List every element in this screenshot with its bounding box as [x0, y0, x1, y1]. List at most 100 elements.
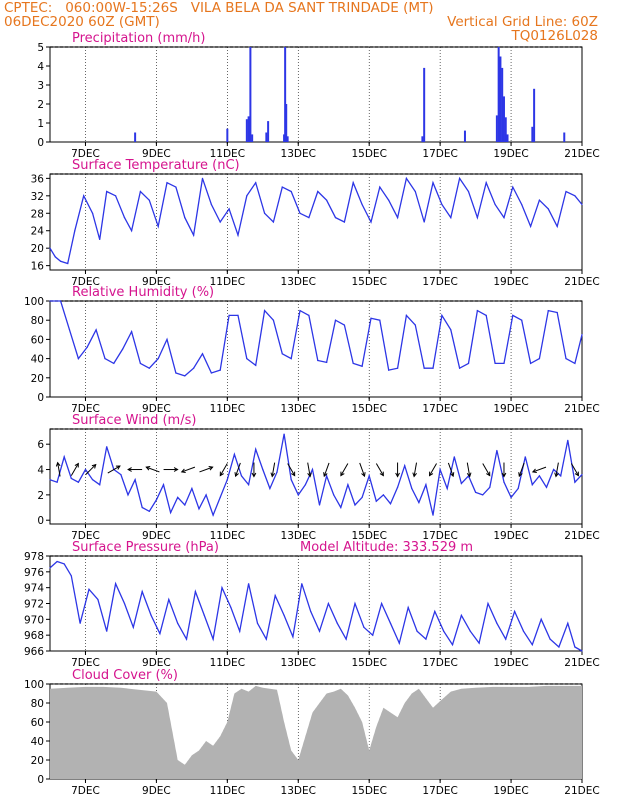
precip-bar [283, 134, 286, 142]
wind-point [162, 484, 165, 486]
press-point [345, 638, 347, 640]
press-point [540, 618, 542, 620]
press-point [194, 591, 197, 593]
wind-point [538, 475, 541, 477]
wind-point [198, 508, 200, 510]
rh-point [175, 372, 177, 374]
wind-vector [375, 463, 384, 477]
rh-point [219, 369, 221, 371]
wind-vector [518, 462, 525, 478]
wind-vector-head [449, 472, 455, 478]
rh-point [326, 361, 328, 364]
rh-point [290, 358, 292, 360]
press-point [230, 606, 232, 609]
rh-point [547, 310, 549, 312]
temp-point [184, 217, 186, 219]
xtick-label: 19DEC [493, 276, 528, 288]
wind-point [297, 494, 299, 496]
wind-vector-shaft [429, 463, 437, 476]
xtick-label: 15DEC [351, 530, 386, 542]
rh-point [130, 331, 133, 333]
wind-vector [466, 462, 472, 478]
ytick-label: 28 [31, 208, 44, 220]
wind-point [169, 511, 172, 514]
press-point [567, 622, 569, 624]
ytick-label: 60 [31, 717, 44, 729]
header-model-code: TQ0126L028 [511, 28, 598, 44]
press-point [185, 638, 188, 640]
wind-vector [107, 465, 121, 474]
temp-point [343, 221, 345, 223]
wind-point [453, 456, 455, 458]
press-point [310, 610, 312, 613]
temp-point [379, 186, 381, 188]
ytick-label: 40 [31, 736, 44, 748]
xtick-label: 19DEC [493, 148, 528, 160]
temp-point [272, 221, 275, 223]
press-point [177, 622, 179, 624]
ytick-label: 3 [37, 80, 44, 92]
temp-point [148, 199, 150, 201]
xtick-label: 13DEC [281, 276, 316, 288]
wind-point [262, 468, 264, 471]
ytick-label: 0 [37, 774, 44, 786]
precip-bar [134, 132, 137, 142]
rh-point [388, 369, 390, 371]
wind-vector [412, 462, 418, 478]
panel-wind: 0 2 4 6 7DEC 9DEC 11DEC 13DEC 15DEC 17DEC 19DEC 21D… [37, 413, 599, 542]
ytick-label: 100 [24, 679, 44, 691]
press-point [581, 650, 583, 652]
temp-point [54, 256, 56, 258]
rh-point [396, 367, 399, 369]
press-point [398, 642, 400, 644]
wind-vector-shaft [181, 466, 196, 473]
rh-point [210, 372, 212, 374]
temp-point [201, 177, 204, 179]
xtick-label: 7DEC [71, 657, 100, 669]
temp-point [574, 195, 576, 197]
wind-point [460, 482, 463, 485]
rh-point [432, 367, 434, 369]
wind-vector [501, 462, 507, 478]
wind-point [496, 449, 498, 452]
wind-vector-head [574, 471, 579, 477]
wind-point [49, 479, 51, 481]
panel-title: Surface Wind (m/s) [72, 413, 196, 428]
press-line [49, 560, 583, 652]
ytick-label: 40 [31, 354, 44, 366]
temp-point [263, 212, 266, 214]
wind-vector [145, 466, 160, 473]
press-point [79, 622, 81, 624]
press-point [239, 630, 241, 632]
press-point [265, 638, 267, 640]
rh-point [148, 367, 150, 369]
wind-vector [554, 462, 559, 478]
wind-point [560, 475, 562, 477]
press-point [292, 636, 294, 638]
wind-vector-head [307, 472, 312, 478]
wind-point [326, 475, 328, 477]
temp-point [581, 203, 583, 206]
wind-vector [395, 462, 400, 478]
rh-point [281, 353, 283, 355]
rh-point [228, 314, 230, 316]
ytick-label: 80 [31, 698, 44, 710]
press-point [336, 622, 338, 624]
wind-vector-head [379, 471, 384, 477]
temp-point [503, 217, 505, 219]
rh-point [529, 362, 532, 364]
xtick-label: 15DEC [351, 148, 386, 160]
press-point [549, 638, 551, 640]
temp-point [99, 238, 101, 241]
wind-vector-shaft [375, 463, 384, 476]
wind-point [269, 487, 271, 490]
cloud-area [50, 685, 582, 779]
temp-point [115, 195, 117, 197]
press-point [159, 632, 161, 635]
press-point [416, 630, 418, 632]
press-point [451, 644, 454, 646]
wind-vector-head [290, 471, 296, 477]
xtick-label: 17DEC [422, 530, 457, 542]
wind-point [56, 481, 58, 483]
wind-vector [340, 463, 349, 477]
